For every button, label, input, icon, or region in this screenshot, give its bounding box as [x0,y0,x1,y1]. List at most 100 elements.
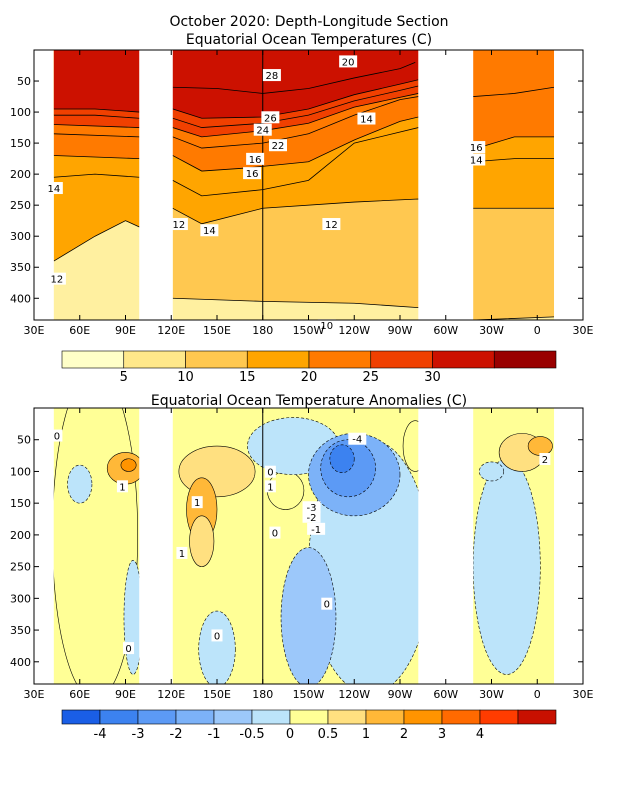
colorbar-swatch [308,350,372,369]
contour-label: 16 [470,143,483,154]
contour-label: 12 [173,220,186,231]
y-tick-label: 100 [10,106,31,119]
contour-label-box [169,218,188,231]
contour-label: 0 [267,468,273,479]
anomaly-region-8 [198,610,236,684]
colorbar-swatch [432,350,495,369]
contour-label: 1 [267,482,273,493]
contour-label: 22 [272,141,285,152]
contour-label-box [264,480,276,493]
x-tick-label: 120E [157,688,185,701]
contour-label-box [123,642,135,655]
colorbar-tick-label: 0.5 [318,727,339,742]
colorbar-swatch [185,350,248,369]
contour-label-box [539,453,551,466]
x-tick-label: 150W [293,324,325,337]
colorbar-swatch [99,709,139,725]
x-tick-label: 120E [157,324,185,337]
contour-label-box [243,167,262,180]
contour-label-box [191,496,203,509]
colorbar-tick-label: -3 [132,727,145,742]
colorbar-tick-label: 1 [362,727,370,742]
contour-label: 0 [272,529,278,540]
contour-label-box [322,218,341,231]
contour-label-box [302,510,321,523]
anomaly-region-15 [329,444,355,474]
colorbar-tick-label: 25 [362,370,379,385]
x-tick-label: 0 [534,324,541,337]
colorbar-swatch [403,709,443,725]
contour-label: 2 [542,455,548,466]
x-tick-label: 60W [433,324,458,337]
anomaly-region-20 [478,461,504,482]
colorbar-swatch [289,709,329,725]
contour-label: 14 [203,226,216,237]
contour-label-box [302,501,321,514]
anomaly-region-2 [120,458,137,472]
contour-label-box [51,429,63,442]
x-tick-label: 150E [203,324,231,337]
contour-label: 0 [54,432,60,443]
x-tick-label: 30E [573,688,594,701]
isotherm-line-24 [53,85,419,128]
contour-label: 28 [266,71,279,82]
y-tick-label: 400 [10,292,31,305]
y-tick-label: 100 [10,465,31,478]
x-tick-label: 90W [388,688,413,701]
y-tick-label: 250 [10,561,31,574]
x-tick-label: 150W [293,688,325,701]
contour-label: 20 [342,57,355,68]
y-tick-label: 50 [17,434,31,447]
y-tick-label: 150 [10,137,31,150]
land-gap-0 [139,408,173,684]
colorbar-tick-label: 30 [424,370,441,385]
x-tick-label: 0 [534,688,541,701]
contour-label: 12 [325,220,338,231]
y-tick-label: 400 [10,656,31,669]
colorbar-tick-label: -1 [208,727,221,742]
colorbar-swatch [517,709,557,725]
colorbar-tick-label: 4 [476,727,484,742]
anomaly-region-12 [280,547,337,684]
colorbar-swatch [370,350,433,369]
colorbar-swatch [493,350,557,369]
contour-label-box [467,141,486,154]
anomaly-region-17 [472,458,541,675]
colorbar-tick-label: 3 [438,727,446,742]
contour-label-box [307,522,326,535]
colorbar-swatch [251,709,291,725]
isotherm-line-28 [172,62,416,94]
x-tick-label: 60W [433,688,458,701]
temperature-colorbar: 5 10 15 20 25 30 [61,350,557,385]
y-tick-label: 350 [10,261,31,274]
land-gap-1 [418,408,474,684]
x-tick-label: 180 [252,324,273,337]
colorbar-swatch [61,350,125,369]
colorbar-tick-label: 15 [239,370,256,385]
anomaly-region-7 [189,515,215,567]
contour-label-box [116,480,128,493]
contour-label: 14 [360,115,373,126]
y-tick-label: 350 [10,624,31,637]
contour-label-box [261,111,280,124]
contour-label: -1 [311,525,321,536]
contour-label-box [176,546,188,559]
land-gap-0 [139,50,173,320]
x-tick-label: 90E [115,324,136,337]
y-tick-label: 300 [10,230,31,243]
contour-label-box [339,55,358,68]
colorbar-swatch [175,709,215,725]
contour-label: 24 [256,126,269,137]
top-chart-subtitle: Equatorial Ocean Temperatures (C) [186,32,432,48]
contour-label: 1 [194,498,200,509]
x-tick-label: 30E [24,688,45,701]
isotherm-line-12 [53,198,555,262]
colorbar-swatch [137,709,177,725]
anomaly-region-19 [527,436,553,456]
contour-label: 12 [51,275,64,286]
contour-label: 26 [264,113,277,124]
x-tick-label: 30W [479,324,504,337]
colorbar-tick-label: 5 [120,370,128,385]
colorbar-tick-label: 0 [286,727,294,742]
